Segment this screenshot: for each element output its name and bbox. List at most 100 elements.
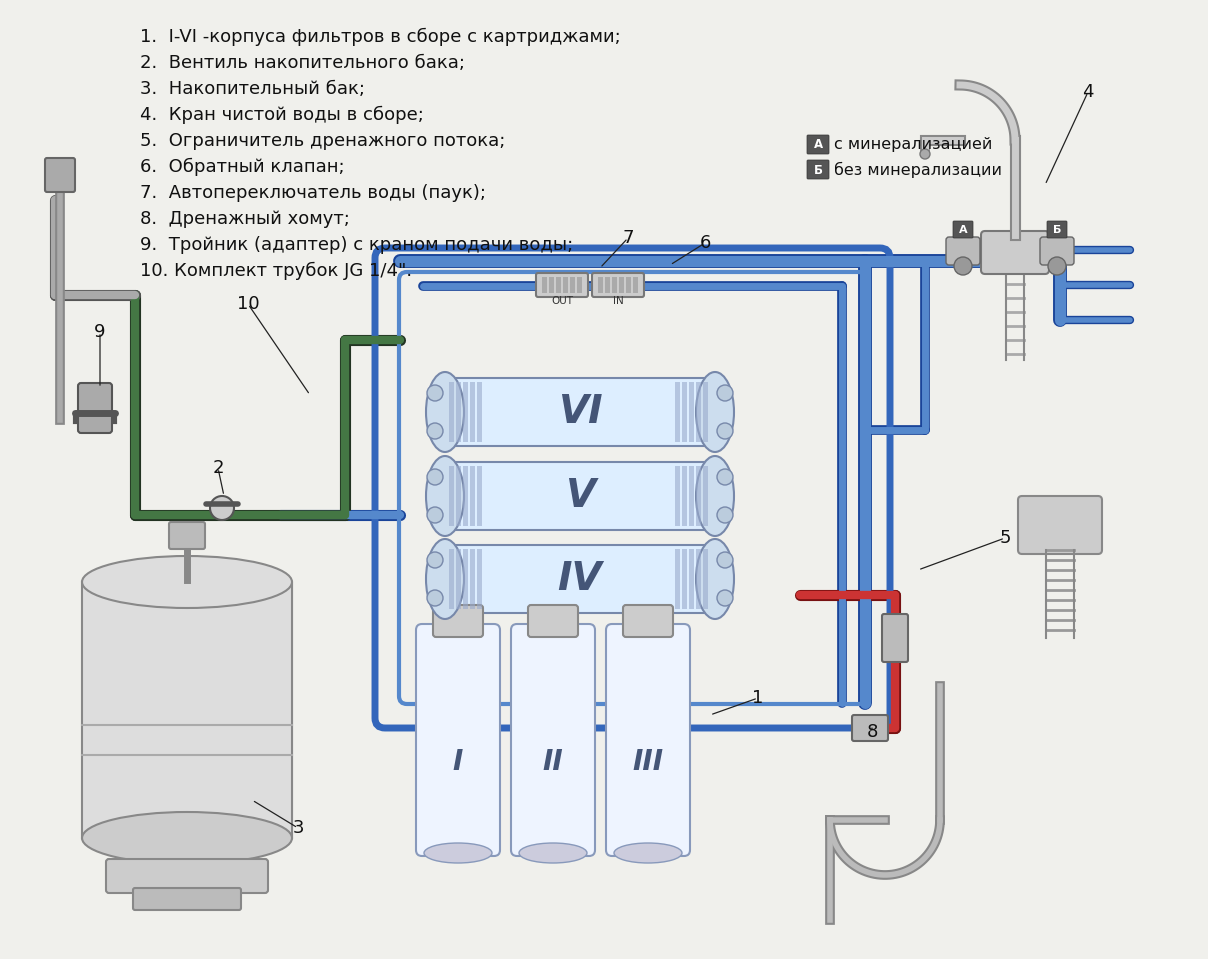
Ellipse shape <box>82 556 292 608</box>
Ellipse shape <box>519 843 587 863</box>
Text: без минерализации: без минерализации <box>834 162 1001 178</box>
Bar <box>696 466 701 526</box>
Bar <box>445 378 715 446</box>
Ellipse shape <box>424 843 492 863</box>
Circle shape <box>954 257 972 275</box>
Text: 10. Комплект трубок JG 1/4".: 10. Комплект трубок JG 1/4". <box>140 262 412 280</box>
Ellipse shape <box>426 539 464 619</box>
Text: IV: IV <box>558 560 603 598</box>
Circle shape <box>718 507 733 523</box>
Ellipse shape <box>426 456 464 536</box>
Text: 3: 3 <box>292 819 303 837</box>
Circle shape <box>426 552 443 568</box>
Circle shape <box>210 496 234 520</box>
Text: с минерализацией: с минерализацией <box>834 137 993 152</box>
Ellipse shape <box>614 843 683 863</box>
Text: III: III <box>633 748 663 776</box>
Bar <box>470 466 475 526</box>
Bar <box>445 545 715 613</box>
FancyBboxPatch shape <box>416 624 500 856</box>
FancyBboxPatch shape <box>1040 237 1074 265</box>
Ellipse shape <box>696 539 734 619</box>
Ellipse shape <box>426 372 464 452</box>
Bar <box>577 277 582 293</box>
Bar <box>449 466 454 526</box>
FancyBboxPatch shape <box>106 859 268 893</box>
Bar <box>605 277 610 293</box>
FancyBboxPatch shape <box>807 160 829 179</box>
FancyBboxPatch shape <box>592 273 644 297</box>
FancyBboxPatch shape <box>981 231 1049 274</box>
FancyBboxPatch shape <box>79 383 112 433</box>
Bar <box>455 466 461 526</box>
Bar <box>463 382 467 442</box>
Bar <box>675 382 680 442</box>
Circle shape <box>1049 257 1065 275</box>
Bar <box>477 549 482 609</box>
Bar <box>449 549 454 609</box>
Text: 7: 7 <box>622 229 634 247</box>
Bar <box>570 277 575 293</box>
Bar <box>556 277 561 293</box>
Text: 6: 6 <box>699 234 710 252</box>
Circle shape <box>718 552 733 568</box>
Text: 7.  Автопереключатель воды (паук);: 7. Автопереключатель воды (паук); <box>140 184 486 202</box>
Bar <box>455 549 461 609</box>
Bar <box>618 277 625 293</box>
Bar <box>455 382 461 442</box>
FancyBboxPatch shape <box>606 624 690 856</box>
Text: 8: 8 <box>866 723 878 741</box>
Text: 1: 1 <box>753 689 763 707</box>
Circle shape <box>718 423 733 439</box>
FancyBboxPatch shape <box>882 614 908 662</box>
Text: I: I <box>453 748 463 776</box>
Bar <box>696 549 701 609</box>
Text: 5: 5 <box>999 529 1011 547</box>
Bar <box>703 466 708 526</box>
Text: V: V <box>565 477 596 515</box>
Bar <box>563 277 568 293</box>
Ellipse shape <box>696 372 734 452</box>
Text: 9: 9 <box>94 323 106 341</box>
Text: OUT: OUT <box>551 296 573 306</box>
Text: Б: Б <box>1053 225 1061 235</box>
FancyBboxPatch shape <box>169 522 205 549</box>
Text: 6.  Обратный клапан;: 6. Обратный клапан; <box>140 158 344 176</box>
Bar <box>470 549 475 609</box>
Text: II: II <box>542 748 563 776</box>
Bar <box>463 549 467 609</box>
FancyBboxPatch shape <box>807 135 829 154</box>
Bar <box>449 382 454 442</box>
Bar <box>463 466 467 526</box>
FancyBboxPatch shape <box>946 237 980 265</box>
Bar <box>696 382 701 442</box>
Bar <box>612 277 617 293</box>
FancyBboxPatch shape <box>45 158 75 192</box>
Circle shape <box>426 507 443 523</box>
FancyBboxPatch shape <box>623 605 673 637</box>
Bar <box>626 277 631 293</box>
Circle shape <box>426 385 443 401</box>
Text: 2.  Вентиль накопительного бака;: 2. Вентиль накопительного бака; <box>140 54 465 72</box>
Bar <box>683 549 687 609</box>
Bar <box>683 466 687 526</box>
Text: 9.  Тройник (адаптер) с краном подачи воды;: 9. Тройник (адаптер) с краном подачи вод… <box>140 236 574 254</box>
Bar <box>477 466 482 526</box>
FancyBboxPatch shape <box>511 624 596 856</box>
Circle shape <box>426 590 443 606</box>
Text: 8.  Дренажный хомут;: 8. Дренажный хомут; <box>140 210 350 228</box>
Text: 5.  Ограничитель дренажного потока;: 5. Ограничитель дренажного потока; <box>140 132 505 150</box>
Text: 4: 4 <box>1082 83 1093 101</box>
Text: А: А <box>813 138 823 152</box>
Circle shape <box>426 423 443 439</box>
Text: 1.  I-VI -корпуса фильтров в сборе с картриджами;: 1. I-VI -корпуса фильтров в сборе с карт… <box>140 28 621 46</box>
Text: 3.  Накопительный бак;: 3. Накопительный бак; <box>140 80 365 98</box>
Bar <box>477 382 482 442</box>
Bar <box>548 277 554 293</box>
Text: А: А <box>959 225 968 235</box>
FancyBboxPatch shape <box>528 605 577 637</box>
Bar <box>683 382 687 442</box>
FancyBboxPatch shape <box>1047 221 1067 238</box>
Bar <box>689 549 695 609</box>
FancyBboxPatch shape <box>432 605 483 637</box>
